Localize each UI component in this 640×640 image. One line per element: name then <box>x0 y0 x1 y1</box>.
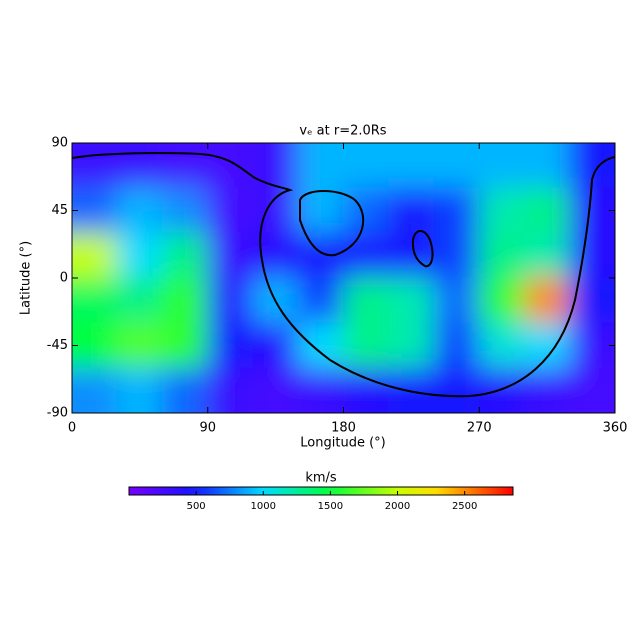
heat-cell <box>433 187 480 234</box>
y-tick-label: -90 <box>47 406 68 421</box>
x-tick-label: 360 <box>603 421 628 436</box>
heat-cell <box>569 367 615 413</box>
heat-cell <box>116 367 163 413</box>
heat-cell <box>433 232 480 279</box>
heat-cell <box>72 277 118 324</box>
y-axis-label: Latitude (°) <box>19 241 34 315</box>
heat-cell <box>524 187 571 234</box>
heat-cell <box>343 232 390 279</box>
heat-cell <box>116 232 163 279</box>
heat-cell <box>433 277 480 324</box>
heat-cell <box>162 143 209 189</box>
heat-cell <box>569 187 615 234</box>
heat-cell <box>478 232 525 279</box>
heat-cell <box>116 322 163 369</box>
x-axis-label: Longitude (°) <box>300 436 385 451</box>
contour <box>72 152 615 398</box>
contour <box>299 190 365 257</box>
heat-cell <box>478 277 525 324</box>
heat-cell <box>207 187 254 234</box>
heat-cell <box>388 232 435 279</box>
heat-cell <box>433 143 480 189</box>
heat-cell <box>433 322 480 369</box>
heat-cell <box>343 367 390 413</box>
heat-cell <box>116 277 163 324</box>
heat-cell <box>433 367 480 413</box>
contour-lines <box>72 152 615 398</box>
colorbar-tick-label: 2000 <box>385 501 410 512</box>
heat-cell <box>388 322 435 369</box>
heat-cell <box>343 277 390 324</box>
heat-cell <box>524 277 571 324</box>
x-tick-label: 90 <box>199 421 216 436</box>
heat-cell <box>297 322 344 369</box>
y-tick-label: 45 <box>51 203 68 218</box>
heat-cell <box>162 367 209 413</box>
heat-cell <box>569 143 615 189</box>
heat-cell <box>72 143 118 189</box>
heat-cell <box>297 143 344 189</box>
y-tick-label: 90 <box>51 136 68 151</box>
heat-cell <box>162 322 209 369</box>
heat-cell <box>72 322 118 369</box>
heat-cell <box>388 187 435 234</box>
heat-cell <box>252 143 299 189</box>
x-tick-label: 0 <box>68 421 76 436</box>
heat-cell <box>162 232 209 279</box>
heat-cell <box>343 322 390 369</box>
y-tick-label: 0 <box>60 271 68 286</box>
heat-cell <box>252 367 299 413</box>
heat-cell <box>569 232 615 279</box>
heat-cell <box>72 232 118 279</box>
heat-cell <box>207 367 254 413</box>
heat-cell <box>207 143 254 189</box>
heat-cell <box>478 143 525 189</box>
heat-cell <box>162 187 209 234</box>
heat-cell <box>252 187 299 234</box>
heat-cell <box>478 187 525 234</box>
colorbar-tick-label: 2500 <box>452 501 477 512</box>
heat-cell <box>524 143 571 189</box>
colorbar-label: km/s <box>305 471 337 486</box>
colorbar-tick-label: 1000 <box>251 501 276 512</box>
heat-cell <box>524 367 571 413</box>
x-tick-label: 270 <box>467 421 492 436</box>
colorbar <box>128 486 514 496</box>
heat-cell <box>297 232 344 279</box>
heat-cell <box>72 367 118 413</box>
heat-cell <box>388 143 435 189</box>
heatmap <box>72 143 615 413</box>
heat-cell <box>569 322 615 369</box>
heat-cell <box>388 277 435 324</box>
heat-cell <box>297 367 344 413</box>
heat-cell <box>297 277 344 324</box>
heat-cell <box>343 143 390 189</box>
heat-cell <box>116 187 163 234</box>
heat-cell <box>116 143 163 189</box>
contour <box>411 230 434 268</box>
chart-title: vₑ at r=2.0Rs <box>299 124 386 139</box>
y-tick-label: -45 <box>47 338 68 353</box>
heat-cell <box>252 322 299 369</box>
heat-cell <box>524 322 571 369</box>
heat-cell <box>569 277 615 324</box>
heat-cell <box>524 232 571 279</box>
heat-cell <box>207 232 254 279</box>
heat-cell <box>343 187 390 234</box>
heat-cell <box>478 322 525 369</box>
heat-cell <box>162 277 209 324</box>
heat-cell <box>388 367 435 413</box>
colorbar-tick-label: 500 <box>187 501 206 512</box>
heat-cell <box>207 322 254 369</box>
colorbar-tick-label: 1500 <box>318 501 343 512</box>
x-tick-label: 180 <box>331 421 356 436</box>
heat-cell <box>207 277 254 324</box>
heat-cell <box>72 187 118 234</box>
